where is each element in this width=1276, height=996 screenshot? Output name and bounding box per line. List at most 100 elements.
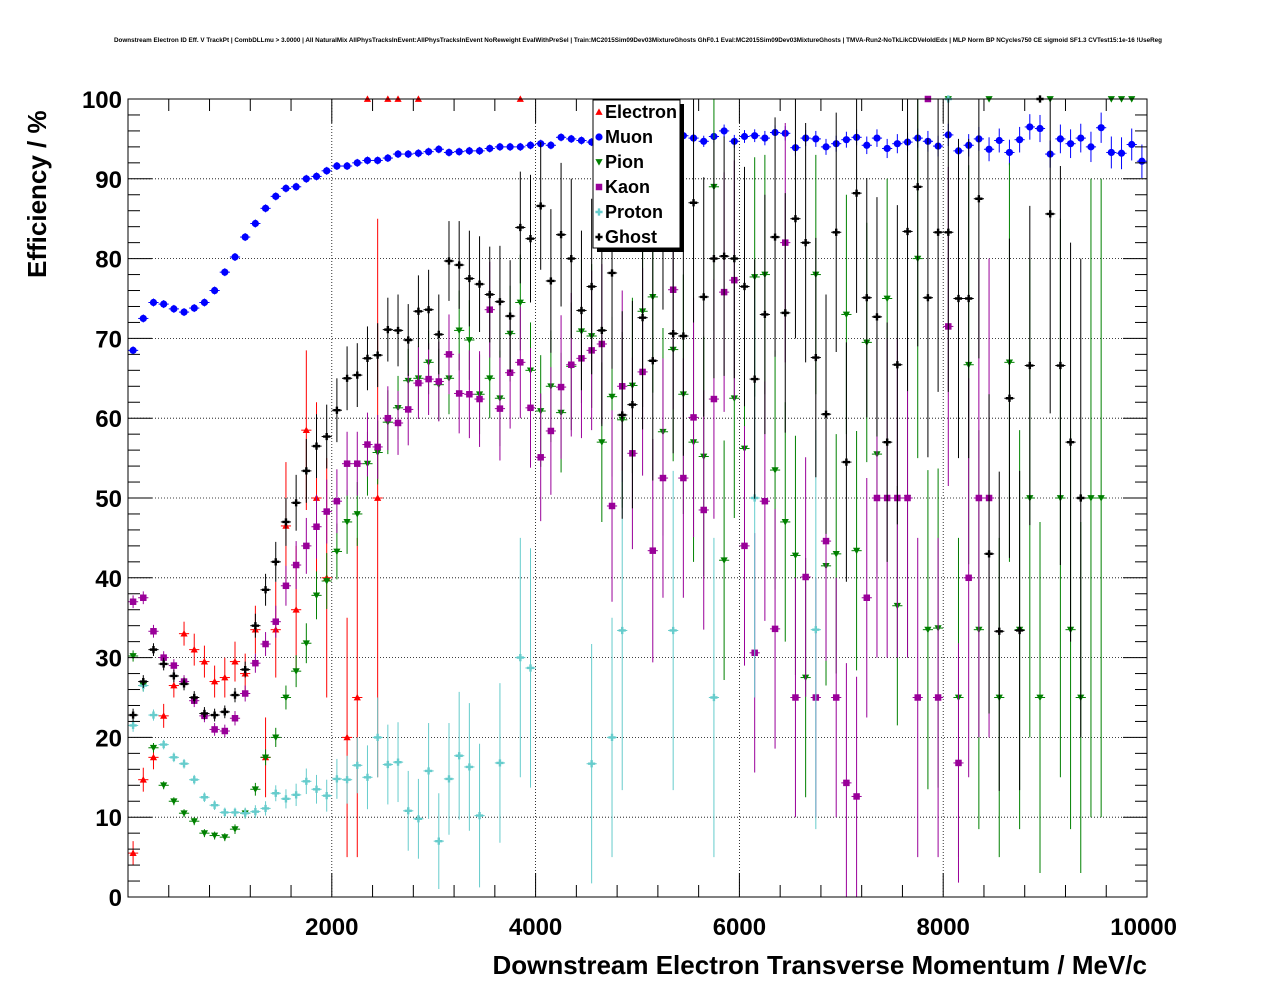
- point-marker: [934, 228, 942, 236]
- point-marker: [832, 694, 840, 701]
- data-point: [362, 326, 373, 391]
- point-marker: [343, 374, 351, 382]
- point-marker: [129, 653, 137, 660]
- point-marker: [557, 383, 565, 391]
- point-marker: [231, 657, 239, 665]
- point-marker: [588, 760, 596, 768]
- point-marker: [1036, 124, 1044, 133]
- data-point: [260, 801, 271, 816]
- point-marker: [700, 506, 707, 514]
- data-point: [229, 641, 241, 682]
- point-marker: [496, 759, 504, 767]
- point-marker: [1117, 149, 1126, 157]
- point-marker: [547, 141, 555, 149]
- data-point: [831, 577, 842, 818]
- point-marker: [842, 458, 850, 466]
- data-point: [566, 178, 577, 339]
- point-marker: [526, 235, 535, 243]
- data-point: [1096, 178, 1107, 818]
- point-marker: [781, 519, 789, 526]
- point-marker: [262, 640, 269, 648]
- data-point: [341, 755, 353, 804]
- point-marker: [1005, 394, 1014, 402]
- data-point: [545, 209, 556, 353]
- point-marker: [486, 144, 494, 153]
- data-point: [555, 162, 567, 307]
- point-marker: [150, 628, 157, 635]
- point-marker: [455, 752, 463, 760]
- point-marker: [394, 326, 402, 335]
- data-point: [912, 537, 923, 858]
- point-marker: [873, 313, 881, 321]
- data-point: [219, 657, 230, 698]
- data-point: [617, 470, 628, 791]
- data-point: [494, 245, 506, 358]
- legend-marker: [595, 233, 603, 241]
- data-point: [341, 162, 353, 171]
- point-marker: [414, 815, 423, 823]
- point-marker: [231, 715, 239, 722]
- point-marker: [302, 777, 310, 785]
- data-point: [392, 391, 404, 455]
- data-point: [240, 233, 251, 242]
- point-marker: [140, 594, 147, 601]
- point-marker: [394, 419, 402, 427]
- point-marker: [608, 269, 616, 277]
- point-marker: [822, 143, 830, 151]
- point-marker: [465, 337, 473, 344]
- point-marker: [1016, 136, 1024, 144]
- point-marker: [853, 793, 860, 800]
- point-marker: [160, 782, 168, 789]
- point-marker: [486, 290, 494, 299]
- point-marker: [353, 761, 361, 769]
- data-point: [260, 204, 271, 213]
- data-point: [851, 99, 862, 313]
- data-point: [219, 833, 230, 842]
- point-marker: [944, 228, 952, 236]
- data-point: [240, 685, 251, 702]
- point-marker: [272, 192, 280, 200]
- point-marker: [720, 557, 728, 564]
- point-marker: [781, 309, 789, 317]
- data-point: [647, 241, 658, 481]
- data-point: [545, 367, 556, 495]
- data-point: [148, 742, 159, 753]
- point-marker: [761, 497, 769, 505]
- point-marker: [180, 680, 188, 688]
- point-marker: [649, 547, 657, 554]
- data-point: [555, 315, 567, 459]
- legend-label: Muon: [605, 127, 653, 147]
- data-point: [433, 145, 444, 154]
- data-point: [494, 356, 506, 461]
- point-marker: [516, 223, 524, 232]
- x-tick-label: 2000: [305, 914, 358, 941]
- point-marker: [1066, 438, 1075, 446]
- data-point: [382, 724, 393, 805]
- data-point: [148, 643, 159, 657]
- y-tick-label: 30: [95, 646, 122, 673]
- point-marker: [160, 740, 168, 749]
- point-marker: [180, 760, 188, 768]
- point-marker: [364, 441, 371, 448]
- legend-label: Electron: [605, 102, 677, 122]
- data-point: [219, 705, 230, 719]
- point-marker: [261, 204, 270, 212]
- data-point: [331, 469, 342, 534]
- data-point: [158, 739, 169, 750]
- data-point: [291, 655, 302, 688]
- data-point: [759, 130, 770, 146]
- point-marker: [414, 149, 423, 157]
- y-tick-label: 50: [95, 486, 122, 513]
- data-point: [953, 643, 964, 883]
- point-marker: [190, 304, 198, 312]
- data-point: [1065, 242, 1076, 642]
- point-marker: [333, 162, 341, 170]
- point-marker: [415, 379, 422, 387]
- point-marker: [353, 693, 361, 701]
- point-marker: [598, 439, 606, 446]
- point-marker: [873, 494, 881, 502]
- data-point: [902, 99, 913, 392]
- data-point: [443, 723, 455, 835]
- point-marker: [475, 280, 484, 288]
- point-marker: [690, 414, 697, 421]
